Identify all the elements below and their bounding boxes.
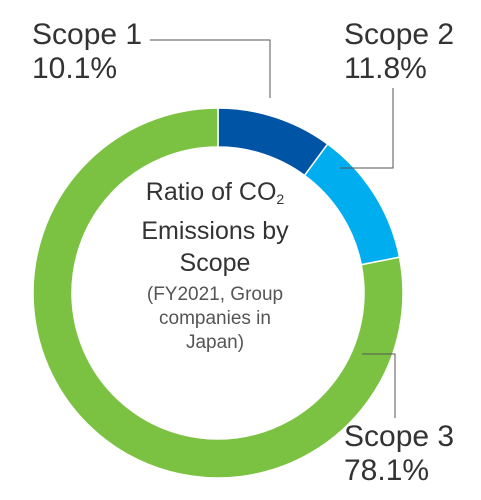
leader-scope2	[340, 88, 394, 169]
chart-subtitle-line3: Japan)	[185, 332, 245, 353]
scope2-percent: 11.8%	[344, 52, 427, 85]
chart-subtitle: (FY2021, Group companies in Japan)	[110, 283, 320, 355]
scope2-label: Scope 2 11.8%	[344, 18, 454, 86]
leader-scope1	[150, 39, 271, 98]
scope1-label: Scope 1 10.1%	[32, 18, 142, 86]
scope1-name: Scope 1	[32, 18, 143, 51]
scope3-label: Scope 3 78.1%	[344, 420, 454, 488]
scope1-percent: 10.1%	[32, 52, 118, 85]
chart-subtitle-line2: companies in	[159, 308, 271, 329]
chart-title-line1: Ratio of CO	[145, 178, 277, 206]
chart-title-subscript: 2	[276, 191, 285, 207]
scope3-percent: 78.1%	[344, 454, 430, 487]
leader-scope3	[362, 353, 396, 418]
chart-title-line2: Emissions by	[141, 217, 289, 245]
scope2-name: Scope 2	[344, 18, 455, 51]
chart-title: Ratio of CO2 Emissions by Scope	[100, 176, 330, 279]
scope3-name: Scope 3	[344, 420, 455, 453]
slice-scope-3	[32, 107, 404, 479]
chart-title-line3: Scope	[179, 249, 251, 277]
chart-subtitle-line1: (FY2021, Group	[146, 284, 284, 305]
